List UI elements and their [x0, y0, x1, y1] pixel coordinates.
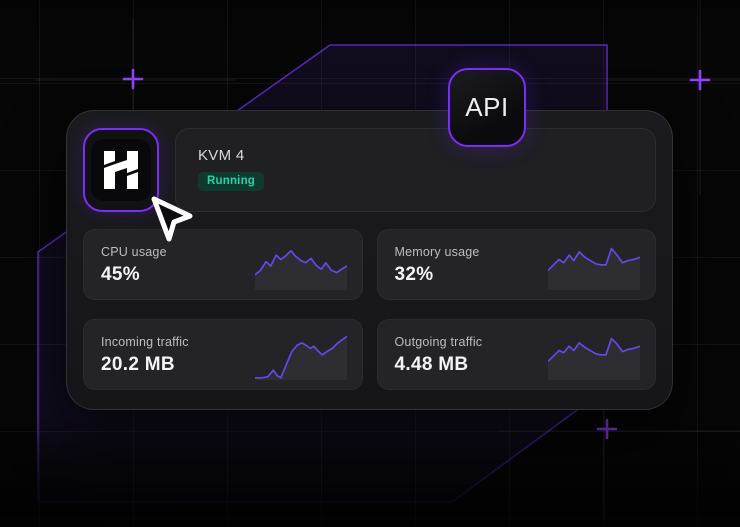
metric-text: CPU usage 45%: [101, 245, 167, 286]
cpu-sparkline-chart: [254, 242, 347, 290]
metric-label: Incoming traffic: [101, 335, 189, 349]
metric-value: 20.2 MB: [101, 354, 175, 375]
metric-card-outgoing: Outgoing traffic 4.48 MB: [376, 319, 656, 390]
plus-marker: [122, 68, 144, 90]
metric-card-incoming: Incoming traffic 20.2 MB: [83, 319, 363, 390]
metric-text: Incoming traffic 20.2 MB: [101, 335, 189, 376]
metric-card-memory: Memory usage 32%: [376, 229, 656, 300]
metric-value: 4.48 MB: [394, 354, 469, 375]
metric-label: CPU usage: [101, 245, 167, 259]
metric-label: Memory usage: [394, 245, 480, 259]
metrics-grid: CPU usage 45% Memory usage 32%: [83, 229, 656, 390]
vm-info-panel: KVM 4 Running: [175, 128, 656, 212]
hostinger-h-icon: [104, 151, 138, 189]
memory-sparkline-chart: [548, 242, 640, 290]
metric-text: Outgoing traffic 4.48 MB: [395, 335, 483, 376]
status-badge: Running: [198, 172, 265, 191]
metric-value: 32%: [394, 264, 434, 285]
plus-marker: [596, 418, 618, 440]
api-badge[interactable]: API: [448, 68, 526, 147]
metric-card-cpu: CPU usage 45%: [83, 229, 363, 300]
metric-text: Memory usage 32%: [395, 245, 480, 286]
incoming-sparkline-chart: [254, 332, 347, 380]
api-badge-label: API: [465, 92, 509, 122]
metric-label: Outgoing traffic: [394, 335, 483, 349]
outgoing-sparkline-chart: [548, 332, 640, 380]
mouse-cursor-icon: [151, 196, 193, 242]
vm-dashboard-card: KVM 4 Running CPU usage 45% Memory usage…: [66, 110, 673, 410]
plus-marker: [689, 69, 711, 91]
metric-value: 45%: [101, 264, 140, 285]
logo-tile: [91, 139, 151, 201]
vm-name: KVM 4: [198, 147, 245, 164]
